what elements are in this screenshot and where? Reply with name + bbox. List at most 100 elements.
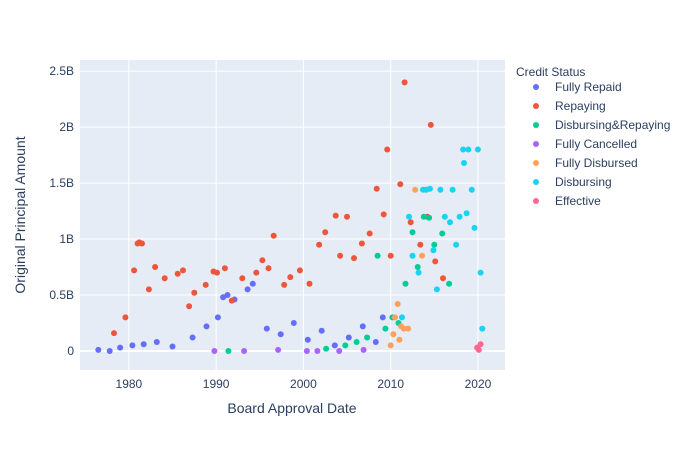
data-point[interactable] — [290, 320, 297, 326]
data-point[interactable] — [396, 336, 403, 343]
data-point[interactable] — [111, 330, 117, 337]
data-point[interactable] — [447, 219, 453, 226]
data-point[interactable] — [372, 339, 379, 345]
data-point[interactable] — [263, 325, 270, 332]
data-point[interactable] — [224, 292, 231, 298]
data-point[interactable] — [477, 341, 484, 348]
data-point[interactable] — [392, 314, 398, 321]
data-point[interactable] — [359, 323, 366, 330]
data-point[interactable] — [474, 146, 481, 153]
data-point[interactable] — [211, 348, 218, 354]
data-point[interactable] — [331, 342, 338, 349]
data-point[interactable] — [382, 325, 389, 332]
data-point[interactable] — [387, 342, 394, 349]
data-point[interactable] — [366, 230, 373, 237]
data-point[interactable] — [380, 211, 387, 218]
data-point[interactable] — [304, 336, 311, 343]
data-point[interactable] — [420, 213, 427, 220]
data-point[interactable] — [314, 348, 321, 354]
data-point[interactable] — [225, 348, 232, 354]
data-point[interactable] — [275, 346, 282, 353]
data-point[interactable] — [407, 219, 414, 226]
data-point[interactable] — [169, 343, 176, 350]
data-point[interactable] — [174, 270, 181, 277]
legend[interactable]: Credit Status Fully Repaid Repaying Disbur… — [516, 65, 670, 208]
data-point[interactable] — [439, 230, 446, 237]
data-point[interactable] — [161, 275, 168, 282]
data-point[interactable] — [221, 265, 228, 272]
legend-item[interactable]: Repaying — [533, 99, 606, 113]
data-point[interactable] — [139, 240, 145, 247]
data-point[interactable] — [220, 294, 227, 301]
data-point[interactable] — [431, 241, 438, 248]
data-point[interactable] — [129, 342, 136, 349]
data-point[interactable] — [191, 289, 198, 296]
data-point[interactable] — [446, 280, 453, 287]
data-point[interactable] — [323, 345, 330, 352]
legend-item[interactable]: Disbursing&Repaying — [533, 118, 670, 132]
data-point[interactable] — [402, 280, 409, 287]
data-point[interactable] — [437, 186, 444, 193]
data-point[interactable] — [417, 241, 424, 248]
legend-item[interactable]: Fully Repaid — [533, 80, 622, 94]
data-point[interactable] — [468, 186, 475, 193]
data-point[interactable] — [479, 325, 486, 332]
data-point[interactable] — [463, 210, 470, 217]
data-point[interactable] — [358, 240, 365, 247]
data-point[interactable] — [471, 224, 478, 231]
data-point[interactable] — [344, 213, 350, 220]
data-point[interactable] — [117, 344, 124, 351]
data-point[interactable] — [414, 264, 421, 270]
data-point[interactable] — [153, 339, 160, 345]
data-point[interactable] — [303, 348, 310, 354]
data-point[interactable] — [477, 269, 484, 276]
data-point[interactable] — [186, 303, 193, 310]
data-point[interactable] — [122, 314, 129, 321]
data-point[interactable] — [397, 181, 404, 188]
data-point[interactable] — [440, 275, 446, 282]
data-point[interactable] — [106, 348, 113, 354]
data-point[interactable] — [360, 346, 367, 353]
data-point[interactable] — [465, 146, 472, 153]
data-point[interactable] — [456, 213, 463, 220]
data-point[interactable] — [384, 146, 391, 153]
data-point[interactable] — [337, 252, 344, 259]
legend-item[interactable]: Disbursing — [533, 175, 612, 189]
data-point[interactable] — [95, 346, 102, 353]
data-point[interactable] — [394, 301, 401, 307]
data-point[interactable] — [427, 121, 434, 128]
data-point[interactable] — [415, 269, 422, 276]
legend-item[interactable]: Fully Cancelled — [533, 137, 637, 151]
data-point[interactable] — [351, 255, 357, 262]
data-point[interactable] — [433, 286, 440, 293]
data-point[interactable] — [281, 281, 288, 288]
data-point[interactable] — [244, 286, 251, 293]
data-point[interactable] — [253, 269, 260, 276]
data-point[interactable] — [364, 334, 371, 341]
data-point[interactable] — [405, 325, 412, 332]
data-point[interactable] — [277, 331, 284, 338]
data-point[interactable] — [332, 212, 339, 219]
data-point[interactable] — [202, 281, 209, 288]
data-point[interactable] — [453, 241, 460, 248]
data-point[interactable] — [432, 258, 439, 265]
data-point[interactable] — [399, 314, 405, 321]
data-point[interactable] — [430, 247, 437, 254]
data-point[interactable] — [228, 297, 235, 304]
data-point[interactable] — [409, 229, 416, 236]
data-point[interactable] — [214, 269, 220, 276]
data-point[interactable] — [353, 339, 360, 345]
data-point[interactable] — [460, 146, 467, 153]
data-point[interactable] — [401, 79, 408, 86]
data-point[interactable] — [306, 280, 313, 287]
data-point[interactable] — [400, 325, 407, 332]
data-point[interactable] — [379, 314, 386, 321]
data-point[interactable] — [214, 314, 221, 321]
data-point[interactable] — [131, 267, 138, 274]
data-point[interactable] — [409, 252, 416, 259]
data-point[interactable] — [249, 280, 256, 287]
data-point[interactable] — [373, 185, 380, 192]
data-point[interactable] — [259, 257, 266, 264]
data-point[interactable] — [145, 286, 152, 293]
data-point[interactable] — [239, 275, 246, 282]
